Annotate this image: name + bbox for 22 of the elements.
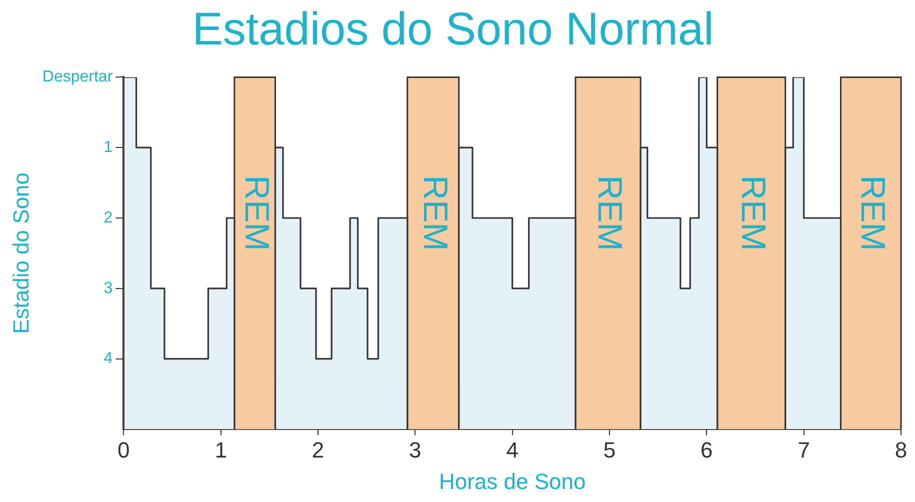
x-axis-title: Horas de Sono [438,468,586,494]
y-axis-title: Estadio do Sono [8,172,34,334]
band-label: REM [237,175,276,251]
x-tick-label: 2 [312,437,324,462]
x-tick-label: 5 [603,437,616,462]
x-tick-label: 6 [700,437,713,462]
band-label: REM [590,175,629,251]
y-tick-label: 1 [104,139,113,156]
x-tick-label: 0 [118,437,130,462]
y-tick-label: 3 [104,280,113,297]
band-label: REM [416,175,454,251]
band-label: REM [854,175,892,251]
x-tick-label: 1 [214,437,227,462]
chart-title: Estadios do Sono Normal [192,2,714,54]
y-tick-label: Despertar [42,68,114,86]
y-tick-label: 2 [104,209,113,226]
y-tick-label: 4 [104,350,113,368]
band-label: REM [734,175,772,251]
x-tick-label: 3 [409,437,422,462]
x-tick-label: 8 [894,437,908,462]
x-tick-label: 4 [506,437,518,462]
x-tick-label: 7 [798,437,810,462]
